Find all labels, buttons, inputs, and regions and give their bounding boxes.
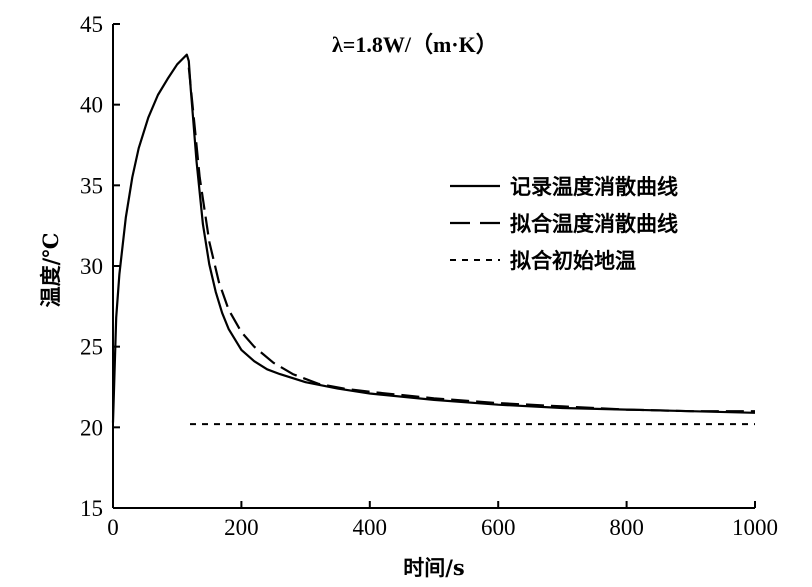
axes: 15 20 25 30 35 40 45 0 200 400 600 800 1000 bbox=[80, 12, 778, 540]
y-axis-title: 温度/℃ bbox=[38, 233, 63, 308]
x-tick-label: 600 bbox=[481, 515, 516, 540]
y-tick-label: 40 bbox=[80, 93, 103, 118]
legend-label-3: 拟合初始地温 bbox=[510, 248, 636, 273]
x-tick-label: 400 bbox=[353, 515, 388, 540]
legend-label-1: 记录温度消散曲线 bbox=[510, 174, 678, 199]
x-tick-label: 200 bbox=[224, 515, 259, 540]
y-tick-label: 30 bbox=[80, 254, 103, 279]
y-tick-label: 45 bbox=[80, 12, 103, 37]
series-line-2 bbox=[187, 67, 755, 413]
x-tick-label: 0 bbox=[107, 515, 119, 540]
x-tick-label: 1000 bbox=[732, 515, 778, 540]
series-layer bbox=[111, 53, 756, 426]
series-line-1 bbox=[111, 53, 756, 423]
y-tick-label: 15 bbox=[80, 496, 103, 521]
y-tick-label: 25 bbox=[80, 335, 103, 360]
legend-label-2: 拟合温度消散曲线 bbox=[510, 211, 678, 236]
x-axis-title: 时间/s bbox=[403, 555, 465, 580]
y-tick-label: 35 bbox=[80, 173, 103, 198]
lambda-annotation: λ=1.8W/（m·K） bbox=[332, 32, 498, 57]
y-tick-label: 20 bbox=[80, 415, 103, 440]
x-tick-label: 800 bbox=[609, 515, 644, 540]
